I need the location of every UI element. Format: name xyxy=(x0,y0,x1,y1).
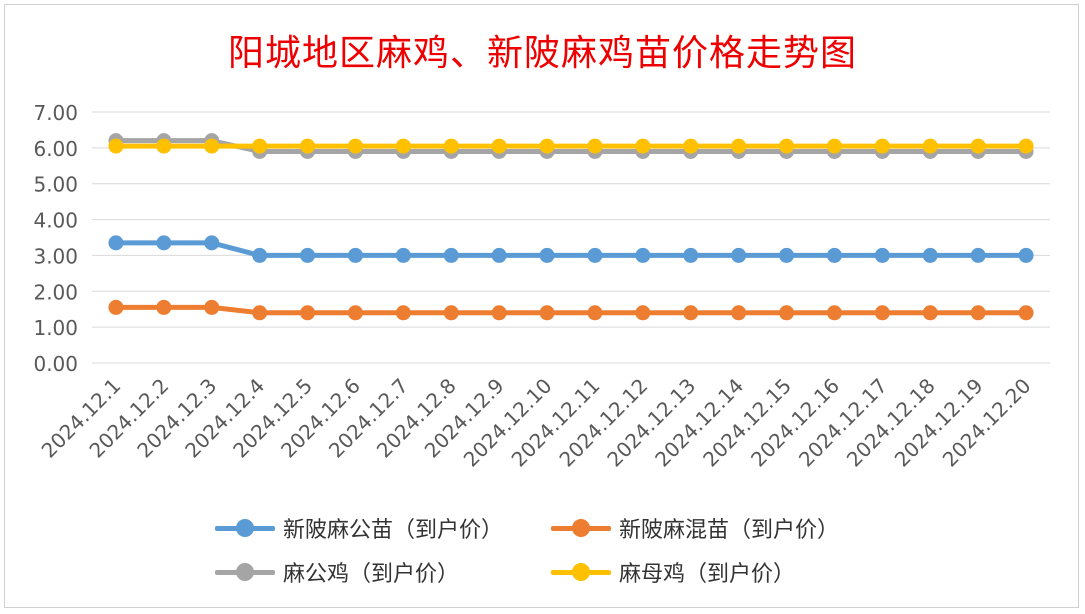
data-point xyxy=(300,247,316,263)
data-point xyxy=(779,138,795,154)
data-point xyxy=(252,138,268,154)
legend-item-series-4: 麻母鸡（到户价） xyxy=(551,556,795,588)
data-point xyxy=(491,247,507,263)
legend-label-series-1: 新陂麻公苗（到户价） xyxy=(283,518,504,543)
legend-swatch-series-1 xyxy=(215,518,275,538)
data-point xyxy=(874,305,890,321)
data-point xyxy=(826,247,842,263)
data-point xyxy=(300,138,316,154)
legend-swatch-series-3 xyxy=(215,562,275,582)
data-point xyxy=(204,138,220,154)
legend-item-series-3: 麻公鸡（到户价） xyxy=(215,556,459,588)
series-line xyxy=(113,138,1029,154)
data-point xyxy=(491,138,507,154)
data-point xyxy=(347,305,363,321)
data-point xyxy=(156,235,172,251)
chart-title: 阳城地区麻鸡、新陂麻鸡苗价格走势图 xyxy=(227,33,857,74)
data-point xyxy=(731,305,747,321)
y-tick-label: 2.00 xyxy=(33,280,78,304)
data-point xyxy=(826,138,842,154)
data-point xyxy=(874,138,890,154)
legend-item-series-2: 新陂麻混苗（到户价） xyxy=(551,512,839,544)
data-point xyxy=(156,299,172,315)
y-tick-label: 0.00 xyxy=(33,352,78,376)
y-tick-label: 7.00 xyxy=(33,101,78,125)
data-point xyxy=(443,138,459,154)
y-tick-label: 4.00 xyxy=(33,209,78,233)
data-point xyxy=(970,138,986,154)
data-point xyxy=(635,247,651,263)
data-point xyxy=(252,305,268,321)
data-point xyxy=(204,235,220,251)
data-point xyxy=(587,305,603,321)
y-tick-label: 1.00 xyxy=(33,316,78,340)
data-point xyxy=(395,138,411,154)
data-point xyxy=(491,305,507,321)
data-point xyxy=(922,305,938,321)
data-point xyxy=(108,138,124,154)
data-point xyxy=(922,138,938,154)
data-point xyxy=(826,305,842,321)
data-point xyxy=(539,305,555,321)
data-point xyxy=(970,305,986,321)
data-point xyxy=(443,305,459,321)
data-point xyxy=(539,138,555,154)
data-point xyxy=(252,247,268,263)
data-point xyxy=(443,247,459,263)
data-point xyxy=(108,235,124,251)
legend-label-series-2: 新陂麻混苗（到户价） xyxy=(619,518,840,543)
data-point xyxy=(1018,138,1034,154)
data-point xyxy=(300,305,316,321)
data-point xyxy=(731,138,747,154)
data-point xyxy=(683,138,699,154)
data-point xyxy=(1018,247,1034,263)
data-point xyxy=(587,138,603,154)
legend-item-series-1: 新陂麻公苗（到户价） xyxy=(215,512,503,544)
data-point xyxy=(635,305,651,321)
data-point xyxy=(587,247,603,263)
data-point xyxy=(970,247,986,263)
data-point xyxy=(347,138,363,154)
series-line xyxy=(113,240,1029,258)
data-point xyxy=(683,247,699,263)
data-point xyxy=(874,247,890,263)
data-point xyxy=(1018,305,1034,321)
data-point xyxy=(395,305,411,321)
legend-label-series-4: 麻母鸡（到户价） xyxy=(619,562,796,587)
data-point xyxy=(156,138,172,154)
series-line xyxy=(113,304,1029,316)
y-tick-label: 3.00 xyxy=(33,244,78,268)
legend-label-series-3: 麻公鸡（到户价） xyxy=(283,562,460,587)
y-tick-label: 6.00 xyxy=(33,137,78,161)
legend-swatch-series-2 xyxy=(551,518,611,538)
data-point xyxy=(683,305,699,321)
data-point xyxy=(108,299,124,315)
data-point xyxy=(779,305,795,321)
data-point xyxy=(204,299,220,315)
data-point xyxy=(731,247,747,263)
data-point xyxy=(539,247,555,263)
data-point xyxy=(635,138,651,154)
data-point xyxy=(347,247,363,263)
legend-swatch-series-4 xyxy=(551,562,611,582)
y-tick-label: 5.00 xyxy=(33,173,78,197)
data-point xyxy=(395,247,411,263)
data-point xyxy=(922,247,938,263)
data-point xyxy=(779,247,795,263)
